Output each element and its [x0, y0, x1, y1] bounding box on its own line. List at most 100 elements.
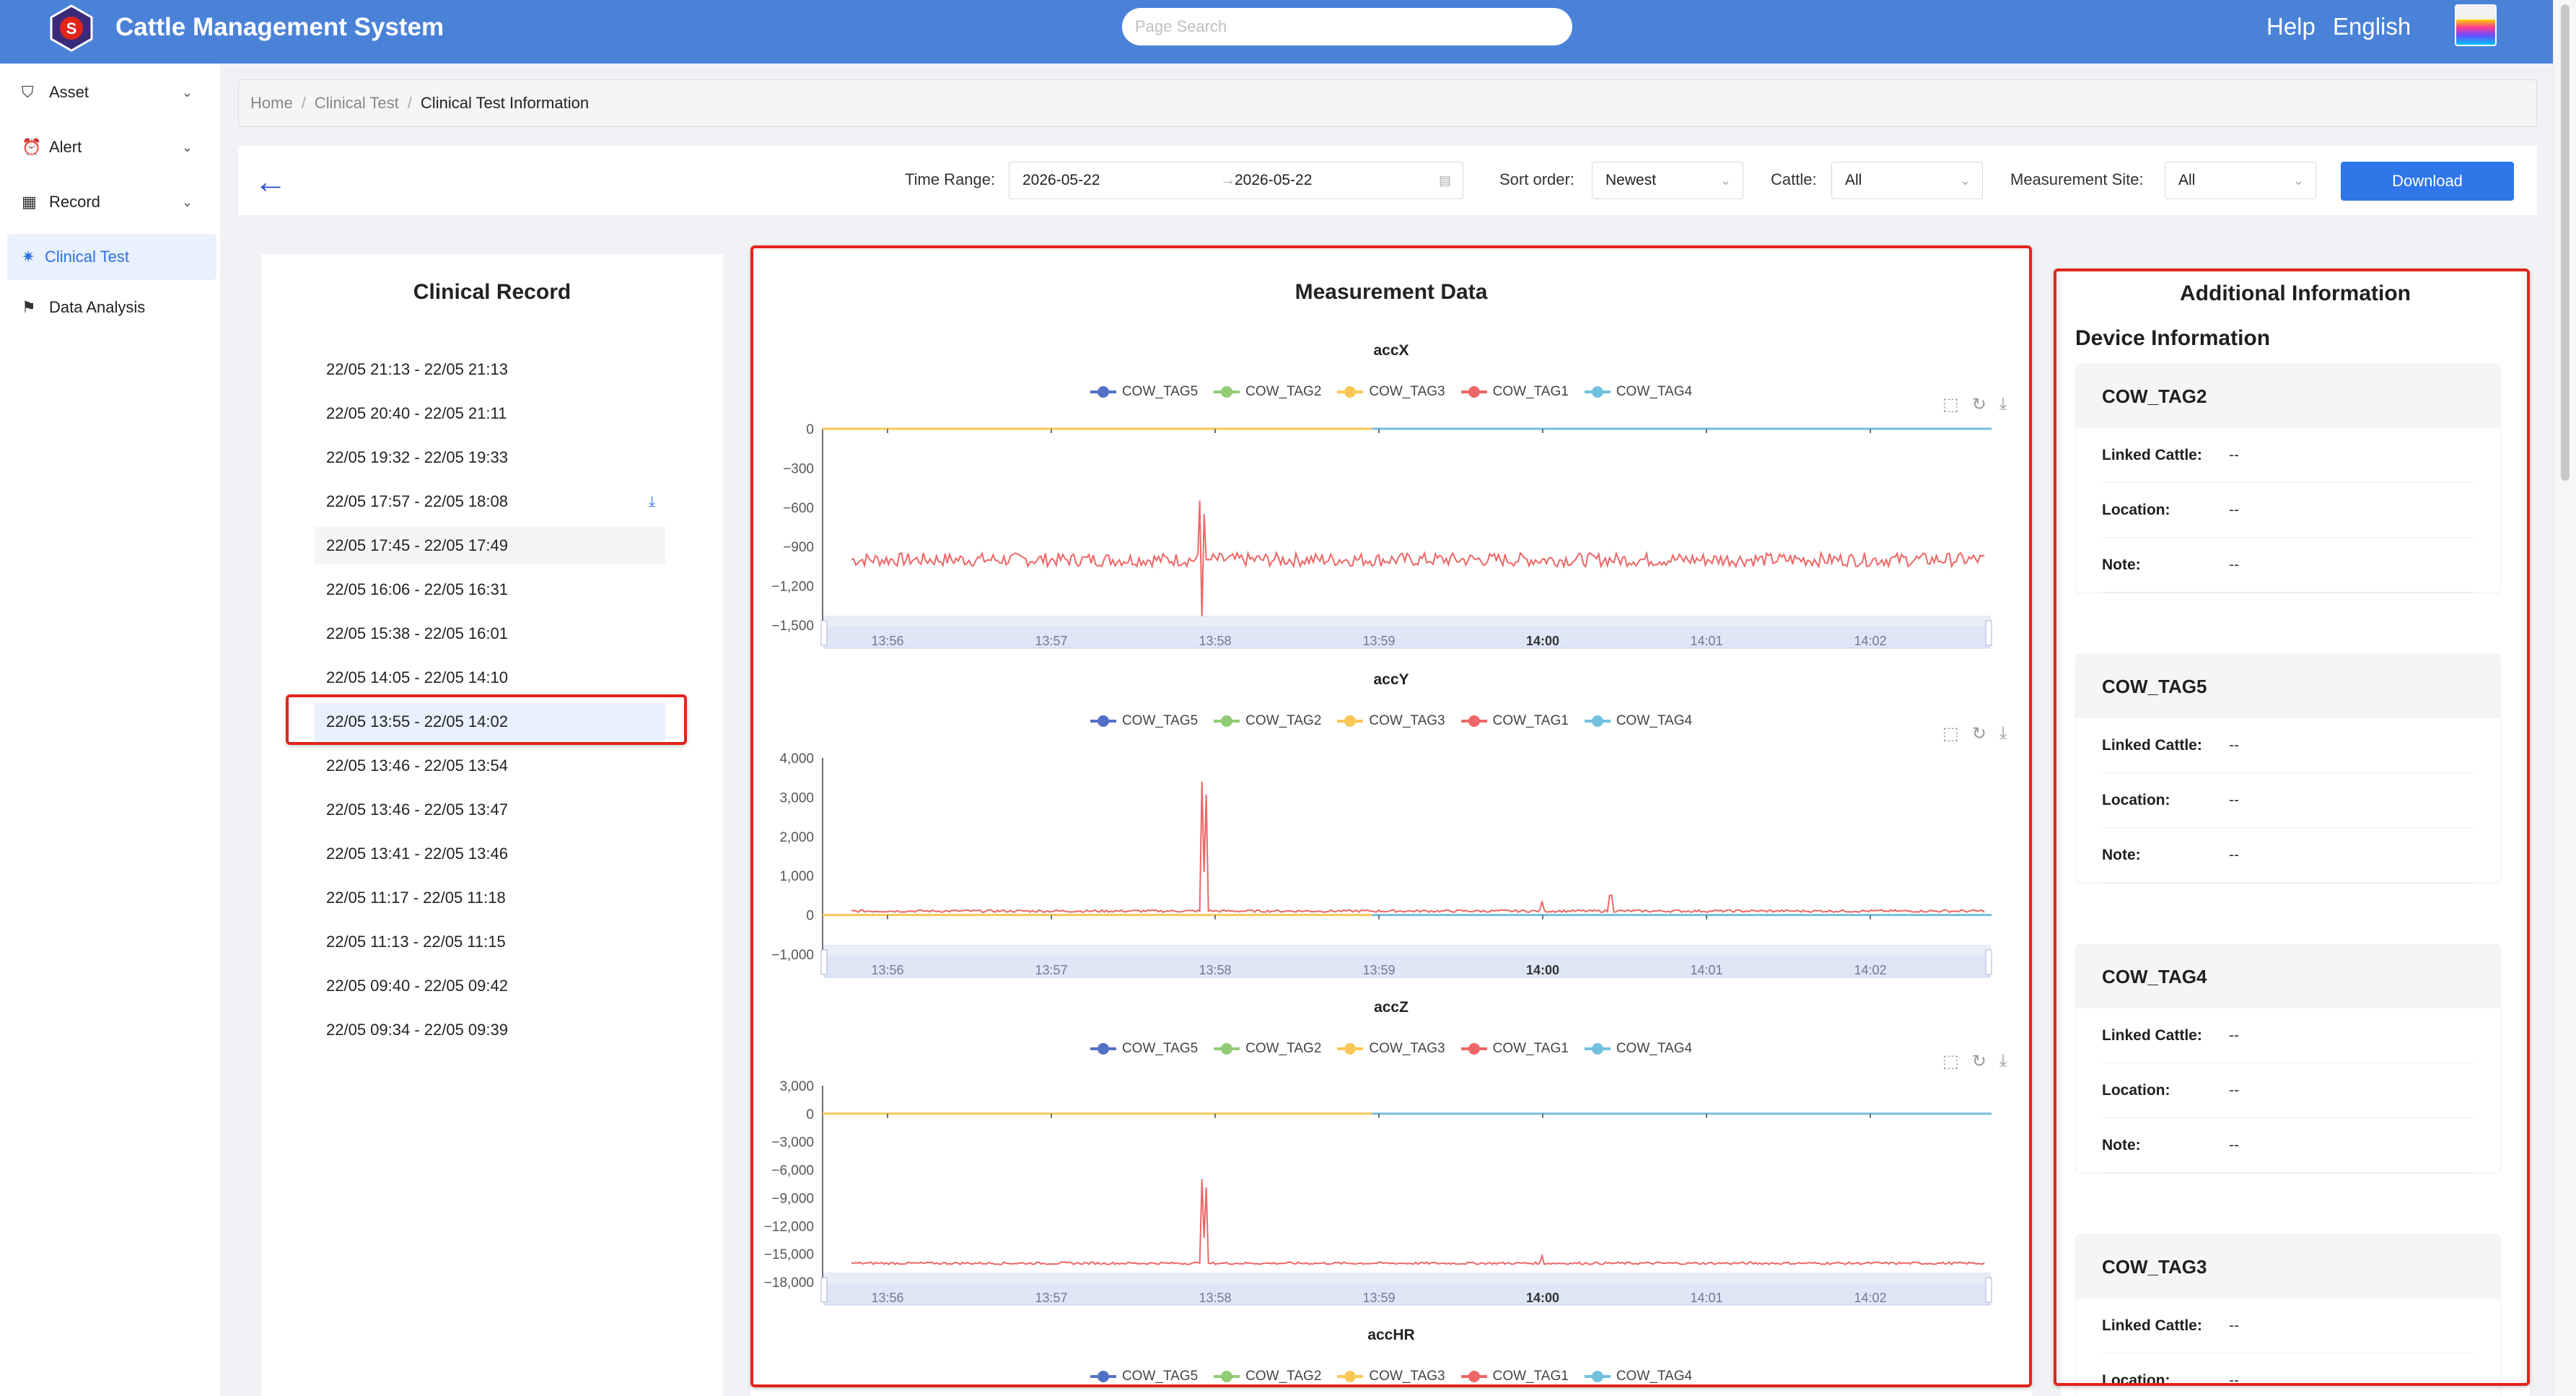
legend-item[interactable]: COW_TAG3 — [1337, 1041, 1445, 1057]
data-zoom-handle-right[interactable] — [1985, 620, 1992, 646]
sort-order-label: Sort order: — [1499, 170, 1574, 188]
breadcrumb-clinical-test[interactable]: Clinical Test — [314, 94, 399, 112]
record-item[interactable]: 22/05 13:46 - 22/05 13:47 — [315, 791, 665, 829]
back-arrow-icon[interactable]: ← — [254, 162, 287, 200]
data-zoom-handle-left[interactable] — [820, 949, 828, 975]
zoom-icon[interactable]: ⬚ — [1942, 395, 1959, 414]
filter-bar: ← Time Range: 2026-05-22 → 2026-05-22 ▤ … — [238, 146, 2537, 215]
record-item[interactable]: 22/05 13:46 - 22/05 13:54 — [315, 747, 665, 785]
legend-item[interactable]: COW_TAG4 — [1584, 384, 1692, 400]
legend-item[interactable]: COW_TAG2 — [1214, 1369, 1321, 1384]
sidebar-item-clinical-test[interactable]: ✷ Clinical Test — [7, 234, 216, 280]
chart-accY: 4,000 3,000 2,000 1,000 0 −1,000 13:56 13:57 13:… — [771, 751, 1992, 978]
search-input[interactable]: Page Search — [1122, 8, 1572, 45]
legend-item[interactable]: COW_TAG5 — [1090, 713, 1198, 729]
end-date[interactable]: 2026-05-22 — [1235, 172, 1313, 188]
legend-item[interactable]: COW_TAG5 — [1090, 1041, 1198, 1057]
legend-swatch — [1584, 715, 1611, 727]
legend-label: COW_TAG2 — [1245, 713, 1322, 728]
sidebar-item-alert[interactable]: ⏰ Alert ⌄ — [0, 124, 216, 170]
record-item[interactable]: 22/05 11:17 - 22/05 11:18 — [315, 879, 665, 917]
legend-item[interactable]: COW_TAG2 — [1214, 384, 1321, 400]
data-zoom-handle-left[interactable] — [820, 620, 828, 646]
legend-label: COW_TAG4 — [1616, 713, 1693, 728]
legend-item[interactable]: COW_TAG3 — [1337, 1369, 1445, 1384]
record-item[interactable]: 22/05 17:57 - 22/05 18:08 ⤓ — [315, 483, 665, 520]
legend-item[interactable]: COW_TAG4 — [1584, 1369, 1692, 1384]
legend-item[interactable]: COW_TAG3 — [1337, 384, 1445, 400]
record-item[interactable]: 22/05 13:55 - 22/05 14:02 — [315, 703, 665, 741]
sidebar-item-record[interactable]: ▦ Record ⌄ — [0, 179, 216, 225]
zoom-icon[interactable]: ⬚ — [1942, 1052, 1959, 1071]
record-item[interactable]: 22/05 21:13 - 22/05 21:13 — [315, 351, 665, 388]
legend-label: COW_TAG3 — [1369, 1369, 1445, 1384]
data-zoom-handle-right[interactable] — [1985, 949, 1992, 975]
x-tick-label: 13:57 — [1035, 963, 1067, 977]
record-item[interactable]: 22/05 17:45 - 22/05 17:49 — [315, 527, 665, 564]
app-title: Cattle Management System — [115, 13, 444, 41]
record-item[interactable]: 22/05 14:05 - 22/05 14:10 — [315, 659, 665, 697]
scrollbar-thumb[interactable] — [2561, 4, 2570, 481]
download-icon[interactable]: ⤓ — [649, 493, 655, 510]
measurement-panel-highlight — [750, 245, 2032, 1387]
legend-swatch — [1460, 386, 1487, 398]
save-image-icon[interactable]: ⤓ — [1999, 394, 2007, 414]
download-button[interactable]: Download — [2341, 162, 2514, 201]
series-cow-tag1 — [851, 781, 1985, 914]
restore-icon[interactable]: ↻ — [1971, 1052, 1986, 1071]
legend-label: COW_TAG2 — [1245, 1369, 1322, 1384]
sort-order-select[interactable]: Newest ⌄ — [1592, 162, 1743, 199]
chevron-down-icon: ⌄ — [1719, 173, 1731, 188]
record-item[interactable]: 22/05 09:34 - 22/05 09:39 — [315, 1011, 665, 1049]
legend-item[interactable]: COW_TAG4 — [1584, 713, 1693, 729]
record-item[interactable]: 22/05 11:13 - 22/05 11:15 — [315, 923, 665, 961]
legend-item[interactable]: COW_TAG1 — [1460, 713, 1569, 729]
legend-item[interactable]: COW_TAG5 — [1090, 384, 1198, 400]
restore-icon[interactable]: ↻ — [1971, 724, 1986, 743]
breadcrumb-separator: / — [301, 94, 306, 112]
start-date[interactable]: 2026-05-22 — [1022, 172, 1100, 188]
legend-item[interactable]: COW_TAG2 — [1214, 713, 1321, 729]
legend-item[interactable]: COW_TAG3 — [1337, 713, 1445, 729]
data-zoom-handle-left[interactable] — [820, 1277, 828, 1303]
app-logo[interactable]: S — [48, 4, 95, 52]
date-range-picker[interactable]: 2026-05-22 → 2026-05-22 ▤ — [1009, 162, 1463, 199]
zoom-icon[interactable]: ⬚ — [1942, 724, 1959, 743]
page-scrollbar[interactable] — [2553, 0, 2576, 1396]
record-item[interactable]: 22/05 13:41 - 22/05 13:46 — [315, 835, 665, 873]
record-item[interactable]: 22/05 15:38 - 22/05 16:01 — [315, 615, 665, 653]
avatar[interactable] — [2455, 4, 2497, 46]
sidebar-item-asset[interactable]: ⛉ Asset ⌄ — [0, 69, 216, 115]
legend-item[interactable]: COW_TAG5 — [1090, 1369, 1198, 1384]
sidebar-item-data-analysis[interactable]: ⚑ Data Analysis — [0, 284, 216, 331]
record-item[interactable]: 22/05 16:06 - 22/05 16:31 — [315, 571, 665, 608]
measurement-site-select[interactable]: All ⌄ — [2165, 162, 2316, 199]
legend-item[interactable]: COW_TAG4 — [1584, 1041, 1692, 1057]
legend-item[interactable]: COW_TAG1 — [1460, 1041, 1569, 1057]
help-link[interactable]: Help — [2266, 13, 2316, 40]
legend-item[interactable]: COW_TAG2 — [1214, 1041, 1321, 1057]
device-note-row: Note: -- — [2102, 828, 2474, 883]
data-zoom-handle-right[interactable] — [1985, 1277, 1992, 1303]
restore-icon[interactable]: ↻ — [1971, 395, 1986, 414]
x-tick-label: 13:56 — [871, 1291, 903, 1305]
device-location-value: -- — [2229, 1081, 2239, 1099]
y-tick-label: −1,500 — [771, 619, 814, 634]
record-item[interactable]: 22/05 19:32 - 22/05 19:33 — [315, 439, 665, 476]
save-image-icon[interactable]: ⤓ — [1999, 1051, 2007, 1070]
language-selector[interactable]: English — [2333, 13, 2411, 40]
top-bar: S Cattle Management System Page Search H… — [0, 0, 2553, 64]
record-item[interactable]: 22/05 09:40 - 22/05 09:42 — [315, 967, 665, 1005]
legend-swatch — [1584, 386, 1611, 398]
bug-icon: ✷ — [22, 248, 35, 266]
x-tick-label: 14:02 — [1854, 963, 1886, 977]
sidebar-item-label: Alert — [49, 138, 82, 156]
legend-item[interactable]: COW_TAG1 — [1460, 1369, 1569, 1384]
record-item[interactable]: 22/05 20:40 - 22/05 21:11 — [315, 395, 665, 432]
legend-item[interactable]: COW_TAG1 — [1460, 384, 1569, 400]
cattle-select[interactable]: All ⌄ — [1831, 162, 1983, 199]
y-tick-label: −15,000 — [764, 1247, 814, 1262]
breadcrumb-home[interactable]: Home — [250, 94, 293, 112]
chart-title: accY — [1373, 671, 1409, 688]
save-image-icon[interactable]: ⤓ — [1999, 723, 2007, 743]
